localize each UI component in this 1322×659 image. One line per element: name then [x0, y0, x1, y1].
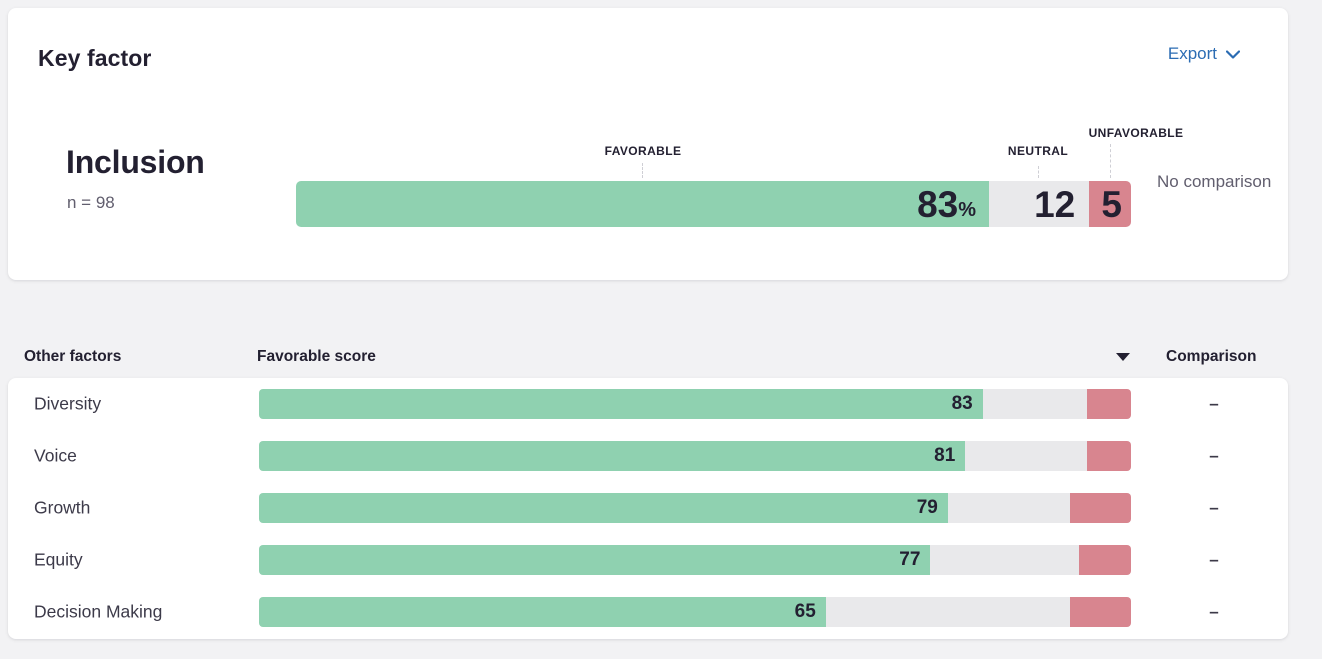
table-row: Decision Making 65 – — [8, 586, 1288, 638]
row-bar-neutral — [982, 389, 1088, 419]
factor-stacked-bar: 83 — [259, 389, 1131, 419]
comparison-value: – — [1209, 498, 1219, 517]
key-factor-stacked-bar: 83% 12 5 — [296, 181, 1131, 227]
table-row: Equity 77 – — [8, 534, 1288, 586]
unfavorable-segment-label: UNFAVORABLE — [1088, 126, 1184, 140]
comparison-value: – — [1209, 550, 1219, 569]
row-favorable-value: 81 — [934, 445, 956, 466]
factor-stacked-bar: 81 — [259, 441, 1131, 471]
row-favorable-value: 83 — [951, 393, 973, 414]
row-bar-neutral — [965, 441, 1088, 471]
favorable-tick-line — [642, 163, 643, 178]
row-bar-favorable: 77 — [259, 545, 931, 575]
export-button-label: Export — [1167, 44, 1217, 63]
table-row: Diversity 83 – — [8, 378, 1288, 430]
favorable-segment-label: FAVORABLE — [604, 144, 682, 158]
factor-name: Inclusion — [66, 144, 205, 180]
table-row: Growth 79 – — [8, 482, 1288, 534]
factor-label: Equity — [34, 549, 83, 570]
row-bar-unfavorable — [1069, 493, 1131, 523]
card-title: Key factor — [38, 45, 152, 71]
factor-label: Decision Making — [34, 601, 163, 622]
percent-sign: % — [958, 199, 977, 221]
row-bar-favorable: 83 — [259, 389, 983, 419]
key-bar-unfavorable: 5 — [1089, 181, 1131, 227]
row-bar-unfavorable — [1069, 597, 1131, 627]
row-bar-favorable: 79 — [259, 493, 948, 523]
export-button[interactable]: Export — [1168, 44, 1240, 64]
neutral-score-value: 12 — [1034, 183, 1076, 225]
row-bar-unfavorable — [1087, 389, 1131, 419]
row-bar-favorable: 65 — [259, 597, 826, 627]
key-bar-favorable: 83% — [296, 181, 990, 227]
comparison-value: – — [1209, 602, 1219, 621]
neutral-segment-label: NEUTRAL — [1007, 144, 1069, 158]
row-favorable-value: 65 — [794, 601, 816, 622]
comparison-value: – — [1209, 394, 1219, 413]
factor-label: Diversity — [34, 393, 102, 414]
key-bar-neutral: 12 — [989, 181, 1090, 227]
unfavorable-score-value: 5 — [1101, 183, 1122, 225]
comparison-value: – — [1209, 446, 1219, 465]
key-factor-card: Key factor Export Inclusion n = 98 FAVOR… — [8, 8, 1288, 280]
factor-stacked-bar: 77 — [259, 545, 1131, 575]
column-header-favorable-score: Favorable score — [257, 348, 376, 365]
factor-label: Voice — [34, 445, 77, 466]
chevron-down-icon — [1226, 49, 1240, 59]
factors-rows: Diversity 83 – Voice 81 – Growth 79 — [8, 378, 1288, 638]
row-favorable-value: 77 — [899, 549, 921, 570]
factor-stacked-bar: 79 — [259, 493, 1131, 523]
table-row: Voice 81 – — [8, 430, 1288, 482]
row-bar-neutral — [930, 545, 1079, 575]
factor-label: Growth — [34, 497, 91, 518]
column-header-comparison: Comparison — [1166, 348, 1257, 365]
neutral-tick-line — [1038, 166, 1039, 178]
factor-sample-size: n = 98 — [67, 193, 115, 212]
row-bar-neutral — [825, 597, 1070, 627]
no-comparison-label: No comparison — [1157, 172, 1272, 191]
row-bar-unfavorable — [1078, 545, 1131, 575]
row-bar-neutral — [947, 493, 1070, 523]
row-bar-unfavorable — [1087, 441, 1131, 471]
sort-descending-icon[interactable] — [1116, 353, 1130, 361]
column-header-other-factors: Other factors — [24, 348, 122, 365]
unfavorable-tick-line — [1110, 144, 1111, 178]
factor-stacked-bar: 65 — [259, 597, 1131, 627]
favorable-score-value: 83 — [917, 183, 959, 225]
row-bar-favorable: 81 — [259, 441, 966, 471]
row-favorable-value: 79 — [916, 497, 938, 518]
other-factors-card: Diversity 83 – Voice 81 – Growth 79 — [8, 378, 1288, 639]
